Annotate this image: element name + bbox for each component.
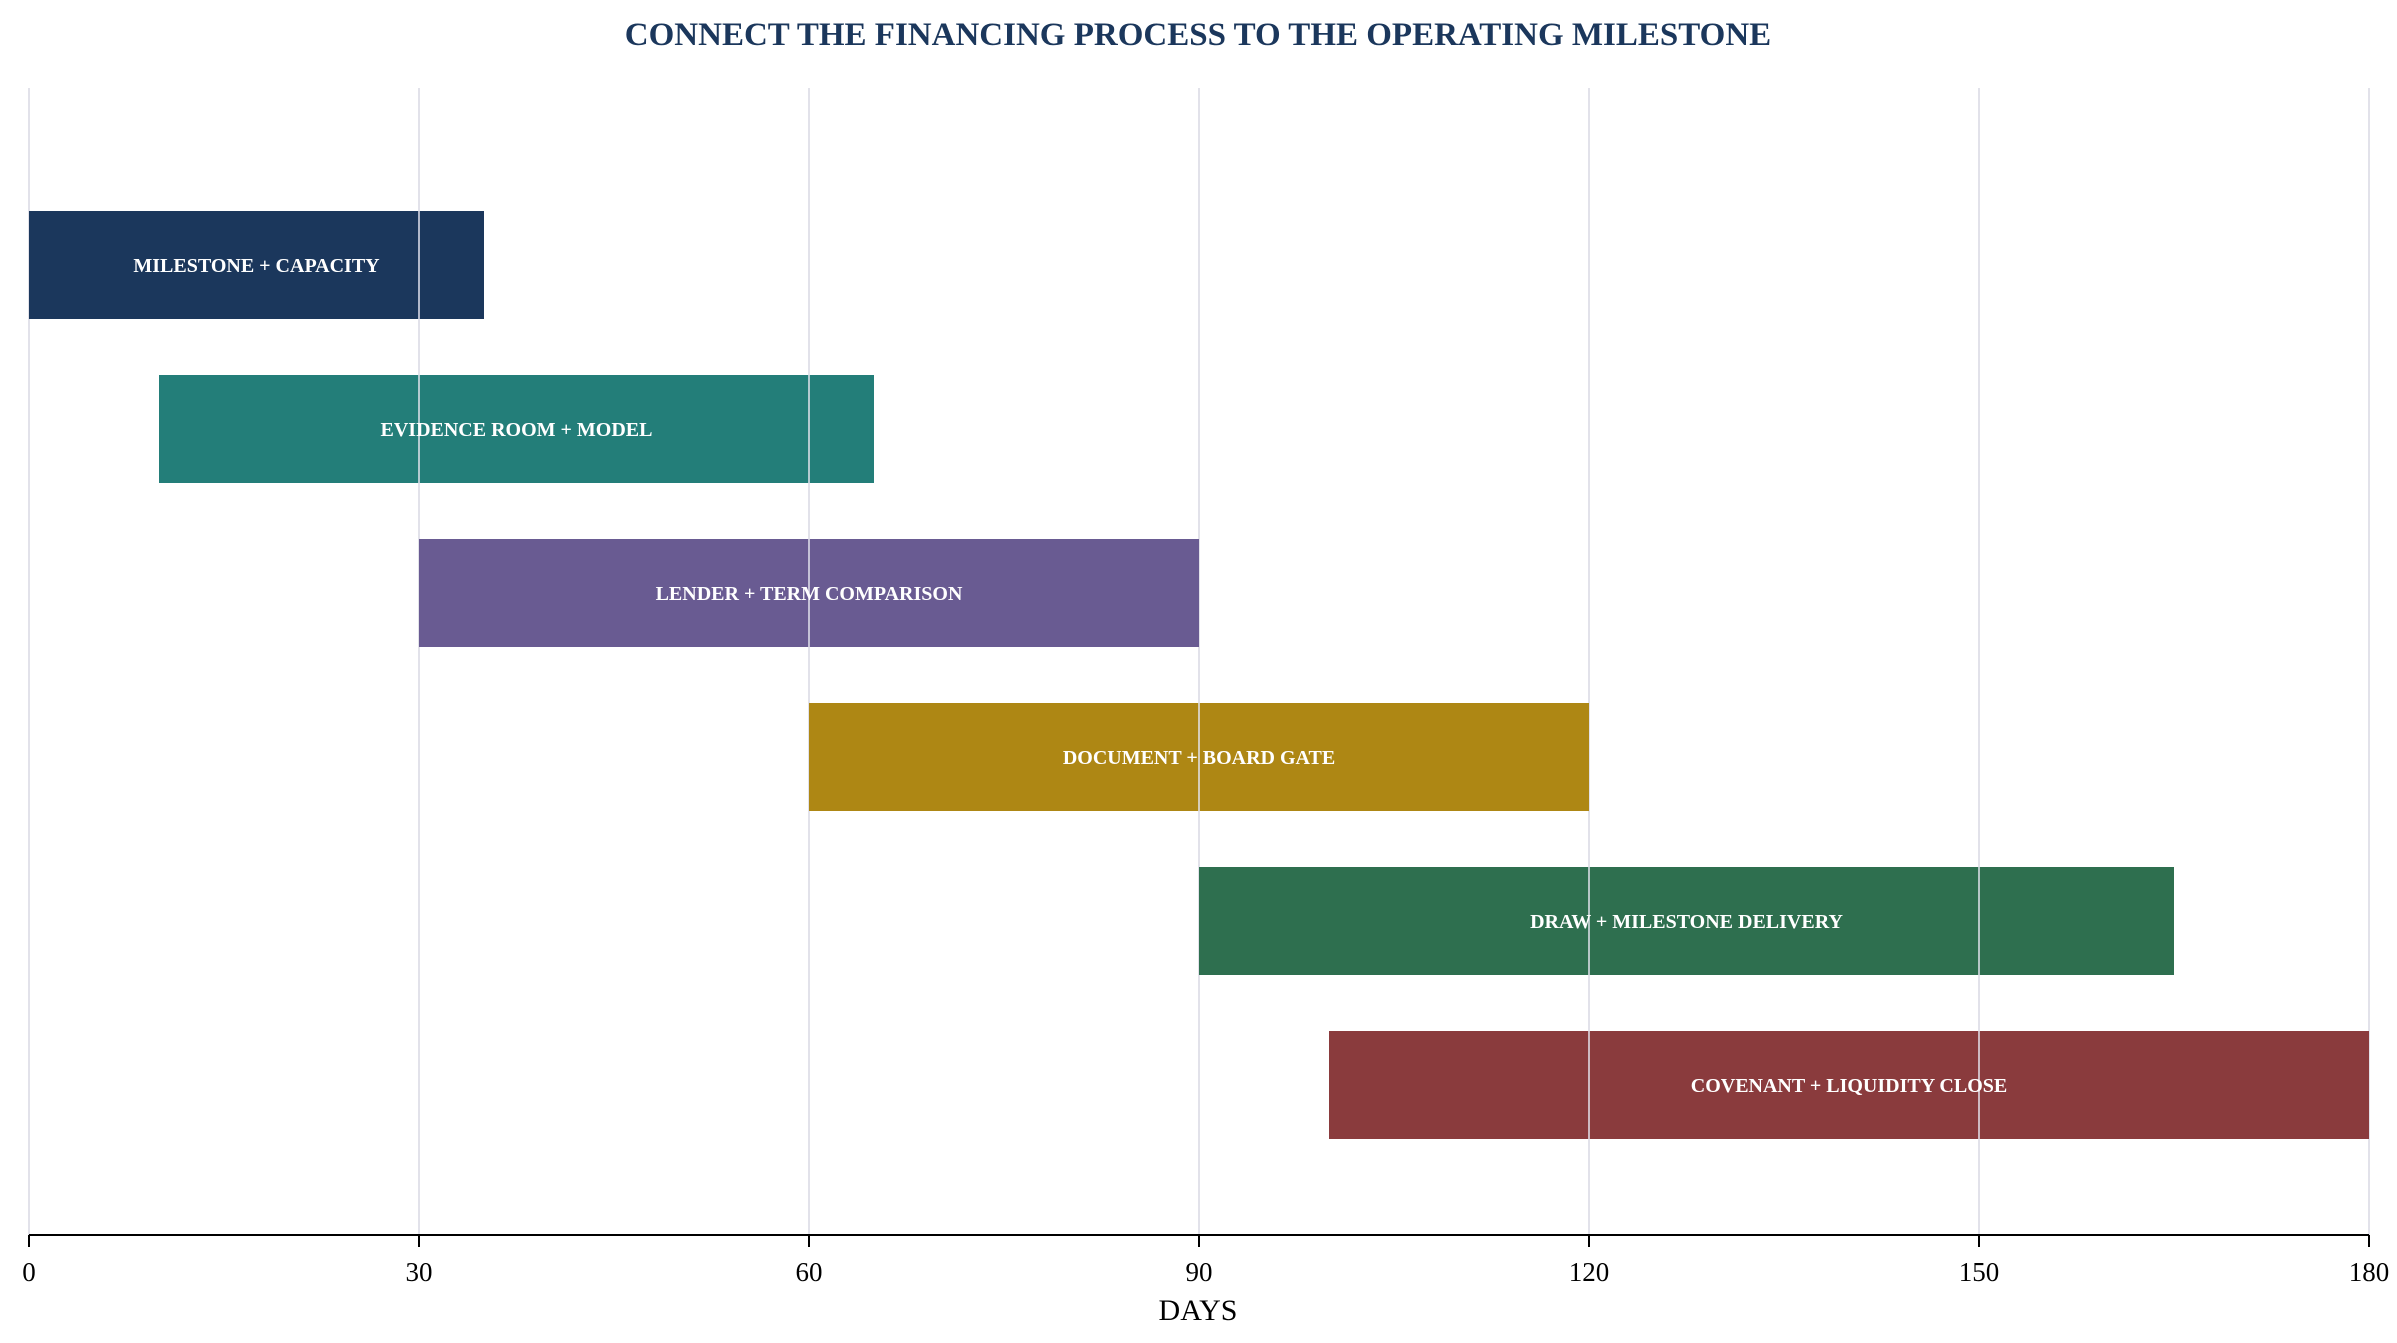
x-tick-label: 120: [1569, 1257, 1610, 1287]
task-label: DOCUMENT + BOARD GATE: [1063, 747, 1335, 769]
task-label: MILESTONE + CAPACITY: [133, 255, 380, 277]
task-bar: [159, 375, 874, 483]
task-label: DRAW + MILESTONE DELIVERY: [1530, 911, 1843, 933]
x-tick-label: 180: [2349, 1257, 2390, 1287]
x-tick-label: 60: [796, 1257, 823, 1287]
chart-title: CONNECT THE FINANCING PROCESS TO THE OPE…: [625, 17, 1771, 53]
x-tick-label: 150: [1959, 1257, 2000, 1287]
task-bar: [1329, 1031, 2369, 1139]
x-axis-ticks: 0 30 60 90 120 150 180: [22, 1235, 2389, 1287]
task-label: LENDER + TERM COMPARISON: [656, 583, 963, 605]
x-axis-label: DAYS: [1159, 1294, 1238, 1327]
task-labels: MILESTONE + CAPACITY EVIDENCE ROOM + MODE…: [133, 255, 2007, 1097]
task-label: EVIDENCE ROOM + MODEL: [381, 419, 653, 441]
grid-lines-overlay: [418, 211, 1980, 1139]
x-tick-label: 0: [22, 1257, 36, 1287]
task-bar: [29, 211, 484, 319]
x-tick-label: 90: [1186, 1257, 1213, 1287]
task-label: COVENANT + LIQUIDITY CLOSE: [1691, 1075, 2007, 1097]
x-tick-label: 30: [406, 1257, 433, 1287]
task-bar: [1199, 867, 2174, 975]
